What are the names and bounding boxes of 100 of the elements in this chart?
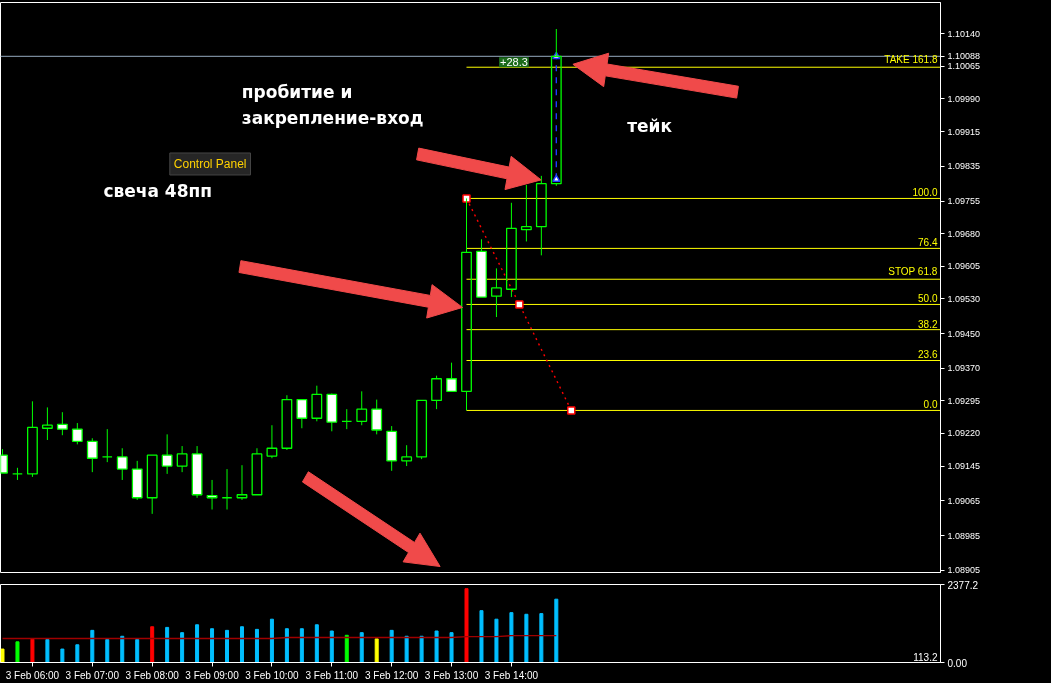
bar [419,635,424,663]
bar [150,626,155,663]
bar [105,639,110,663]
bar [165,626,170,663]
ref-line-label: TAKE 161.8 [884,54,938,66]
candlestick [401,444,413,467]
y-tick-label: 1.09370 [947,363,981,374]
bar [30,638,35,663]
bar [225,629,230,663]
bar [45,639,50,663]
ref-line-label: STOP 61.8 [888,266,938,278]
bar [389,629,394,663]
bar [299,628,304,663]
y-tick-label: 1.09835 [947,161,981,172]
bar [479,610,484,663]
candlestick [221,468,233,510]
candlestick [176,445,188,473]
annotation: 100.0 [912,187,938,199]
candlestick [461,197,472,411]
candlestick [520,184,532,242]
bar [554,598,559,663]
y-tick-label: 1.09530 [947,293,981,304]
candlestick [386,425,398,472]
x-tick-label: 3 Feb 12:00 [364,669,419,681]
candlestick [191,445,203,499]
annotation: 38.2 [918,318,938,330]
candlestick [266,424,278,459]
bar [509,612,514,663]
candlestick [491,267,502,318]
bar [284,628,289,663]
bar [90,629,95,663]
bar [210,628,215,663]
candlestick [86,437,98,473]
candlestick [281,394,293,451]
y-tick-label: 1.10140 [947,28,981,39]
y-tick-label: 1.09915 [947,126,981,137]
bar [135,639,140,663]
x-tick-label: 3 Feb 08:00 [125,669,180,681]
x-tick-label: 3 Feb 10:00 [245,669,300,681]
bar [120,635,125,663]
x-tick-label: 3 Feb 14:00 [484,669,539,681]
bar [75,644,80,663]
bar [329,630,334,663]
y-tick-label: 1.09990 [947,93,981,104]
bar [404,635,409,663]
candlestick [146,454,158,515]
bar [464,588,469,663]
bar [359,632,364,663]
y-tick-label: 1.08905 [947,565,981,576]
x-tick-label: 3 Feb 13:00 [424,669,479,681]
bar [15,641,20,663]
y-tick-label: 1.09680 [947,228,981,239]
y-tick-label: 1.10065 [947,61,981,72]
candlestick [251,447,263,496]
annotation: +28.3 [500,56,528,69]
bar [239,626,244,663]
y-tick-label: 1.09450 [947,328,981,339]
y-tick-label: 1.08985 [947,530,981,541]
annotation: Control Panel [173,156,247,171]
bar [494,618,499,663]
x-tick-label: 3 Feb 09:00 [185,669,240,681]
y-tick-label: 1.09220 [947,428,981,439]
annotation: 0.0 [923,399,938,411]
candlestick [446,362,457,392]
bar [195,624,200,663]
x-tick-label: 3 Feb 06:00 [5,669,60,681]
bar [374,638,379,663]
x-tick-label: 3 Feb 11:00 [305,669,359,681]
bar [449,632,454,663]
bar [60,648,65,663]
y-tick-label: 2377.2 [947,579,979,591]
candlestick [161,433,173,475]
annotation: 76.4 [918,237,938,249]
x-tick-label: 3 Feb 07:00 [65,669,120,681]
bar [0,648,5,663]
candlestick [296,398,308,429]
bar [269,618,274,663]
bar [524,613,529,663]
y-tick-label: 1.09605 [947,261,981,272]
bar [344,634,349,663]
y-tick-label: 0.00 [947,657,968,669]
y-tick-label: 1.09145 [947,461,981,472]
annotation: пробитие и закрепление-вход [241,82,424,129]
y-tick-label: 1.09755 [947,196,981,207]
annotation: свеча 48пп [103,180,212,201]
candlestick [476,238,487,298]
bar [434,630,439,663]
bar [254,628,259,663]
y-tick-label: 1.09295 [947,395,981,406]
annotation: 23.6 [918,349,938,361]
bar [314,624,319,663]
y-tick-label: 1.10088 [947,51,981,62]
annotation: тейк [627,116,673,137]
bar [180,632,185,663]
annotation: 50.0 [918,293,938,305]
bar [539,613,544,663]
candlestick [41,406,53,441]
candlestick [236,464,248,501]
y-tick-label: 1.09065 [947,495,981,506]
annotation: 113.2 [913,651,938,663]
